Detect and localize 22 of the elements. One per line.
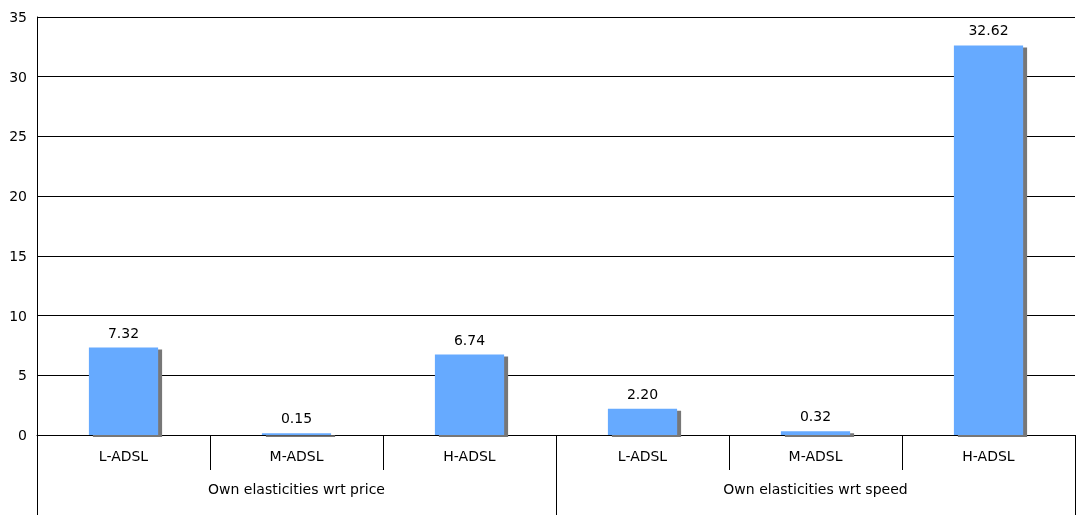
- data-label: 0.15: [280, 410, 313, 427]
- x-tick-label: M-ADSL: [788, 448, 843, 464]
- data-label: 6.74: [453, 331, 486, 348]
- text: Own elasticities wrt speed: [723, 481, 908, 497]
- y-tick-label: 35: [9, 9, 27, 25]
- text: Own elasticities wrt price: [208, 481, 385, 497]
- data-label: 7.32: [107, 324, 140, 341]
- y-tick-label: 30: [9, 68, 27, 85]
- y-tick-label: 10: [9, 307, 27, 324]
- y-tick-label: 15: [9, 247, 27, 264]
- y-tick-label: 25: [9, 128, 27, 145]
- x-tick-label: M-ADSL: [269, 448, 324, 464]
- x-tick-label: L-ADSL: [98, 448, 149, 464]
- y-tick-label: 0: [18, 427, 27, 443]
- y-tick-label: 5: [18, 367, 27, 384]
- x-tick-label: H-ADSL: [962, 448, 1015, 464]
- data-label: 32.62: [968, 22, 1009, 39]
- x-tick-label: L-ADSL: [617, 448, 668, 464]
- y-tick-label: 20: [9, 188, 27, 205]
- x-tick-label: H-ADSL: [443, 448, 496, 464]
- data-label: 2.20: [626, 385, 659, 402]
- data-label: 0.32: [799, 408, 832, 425]
